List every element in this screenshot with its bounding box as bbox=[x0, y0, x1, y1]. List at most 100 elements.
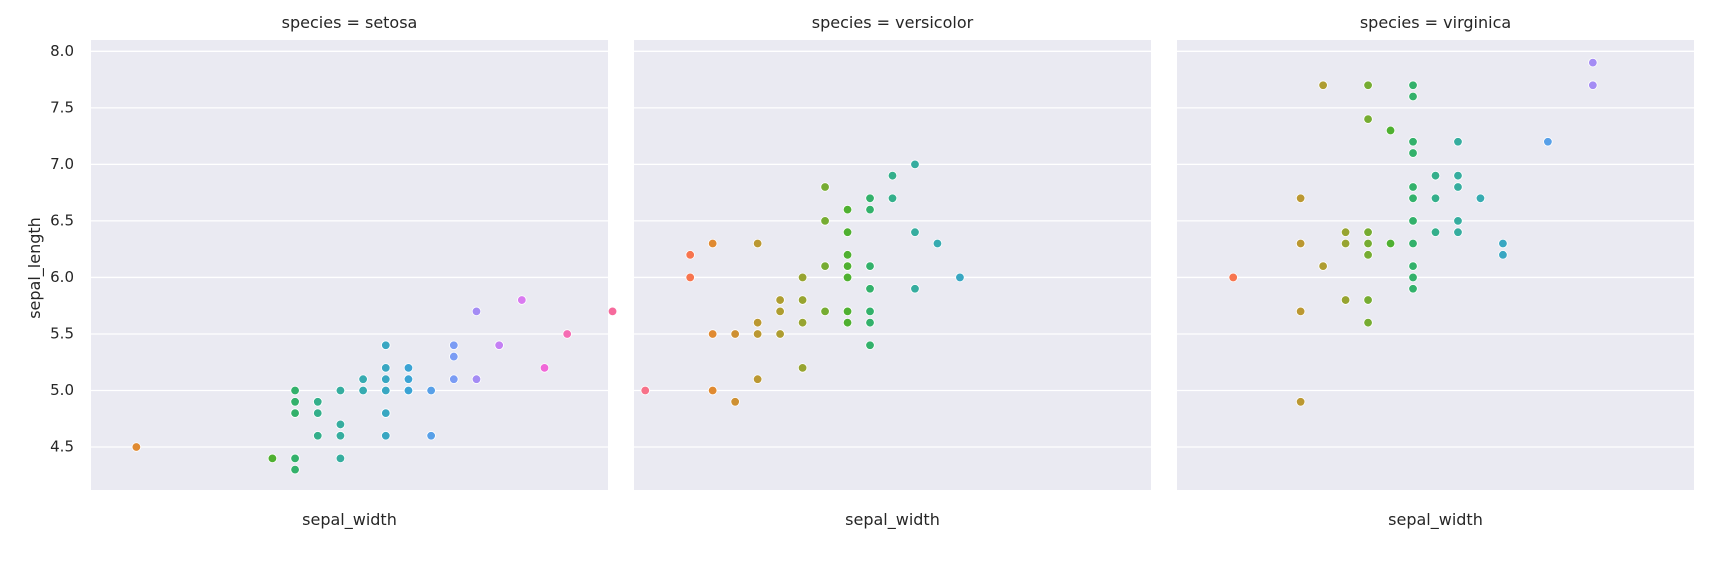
data-point bbox=[1340, 227, 1351, 237]
data-point bbox=[313, 397, 323, 407]
data-point bbox=[335, 431, 346, 441]
data-point bbox=[1363, 227, 1373, 237]
data-point bbox=[381, 340, 391, 350]
data-point bbox=[1408, 80, 1418, 90]
data-point bbox=[1408, 261, 1418, 271]
panel-virginica: species = virginica sepal_width bbox=[1177, 13, 1694, 530]
y-tick-label: 5.0 bbox=[50, 381, 74, 399]
y-tick-label: 8.0 bbox=[50, 42, 74, 60]
data-point bbox=[1363, 114, 1373, 124]
data-point bbox=[403, 374, 414, 384]
data-point bbox=[820, 216, 830, 226]
data-point bbox=[290, 408, 300, 418]
data-point bbox=[1453, 137, 1463, 147]
data-point bbox=[1498, 238, 1508, 249]
y-tick-labels: 4.5 5.0 5.5 6.0 6.5 7.0 7.5 8.0 bbox=[50, 42, 74, 456]
panel-setosa: species = setosa sepal_width bbox=[91, 13, 618, 530]
data-point bbox=[707, 238, 718, 249]
data-point bbox=[1295, 306, 1306, 317]
data-point bbox=[910, 227, 920, 237]
data-point bbox=[358, 385, 368, 396]
data-point bbox=[865, 261, 875, 271]
data-point bbox=[842, 272, 853, 283]
data-point bbox=[290, 464, 300, 475]
data-point bbox=[1453, 182, 1463, 192]
data-point bbox=[797, 272, 808, 283]
data-point bbox=[1363, 238, 1373, 249]
data-point bbox=[471, 374, 482, 384]
gridlines bbox=[1177, 50, 1694, 448]
data-point bbox=[707, 329, 718, 339]
data-point bbox=[797, 317, 808, 328]
data-point bbox=[730, 397, 740, 407]
data-point bbox=[1228, 272, 1238, 283]
data-point bbox=[335, 419, 346, 430]
points bbox=[131, 295, 618, 475]
panel-title: species = setosa bbox=[282, 13, 418, 32]
data-point bbox=[1295, 397, 1306, 407]
data-point bbox=[752, 317, 763, 328]
data-point bbox=[955, 272, 965, 283]
data-point bbox=[1408, 91, 1418, 102]
y-tick-label: 7.5 bbox=[50, 98, 74, 116]
data-point bbox=[842, 204, 853, 215]
data-point bbox=[820, 306, 830, 317]
data-point bbox=[842, 227, 853, 237]
data-point bbox=[381, 408, 391, 418]
data-point bbox=[865, 193, 875, 203]
data-point bbox=[865, 204, 875, 215]
data-point bbox=[1453, 227, 1463, 237]
data-point bbox=[1430, 193, 1441, 203]
data-point bbox=[887, 193, 898, 203]
panel-background bbox=[634, 40, 1151, 490]
data-point bbox=[562, 329, 572, 339]
data-point bbox=[131, 442, 142, 452]
data-point bbox=[1363, 250, 1373, 260]
data-point bbox=[290, 453, 300, 464]
data-point bbox=[752, 374, 763, 384]
data-point bbox=[1408, 238, 1418, 249]
data-point bbox=[910, 159, 920, 170]
data-point bbox=[1408, 137, 1418, 147]
data-point bbox=[426, 431, 436, 441]
data-point bbox=[775, 306, 785, 317]
data-point bbox=[752, 238, 763, 249]
y-tick-label: 6.0 bbox=[50, 268, 74, 286]
data-point bbox=[1408, 272, 1418, 283]
panel-background bbox=[1177, 40, 1694, 490]
data-point bbox=[1340, 238, 1351, 249]
data-point bbox=[1363, 295, 1373, 305]
data-point bbox=[1475, 193, 1486, 203]
panel-versicolor: species = versicolor sepal_width bbox=[634, 13, 1151, 530]
data-point bbox=[1588, 80, 1598, 90]
y-tick-label: 4.5 bbox=[50, 438, 74, 456]
data-point bbox=[797, 295, 808, 305]
panel-title: species = virginica bbox=[1360, 13, 1511, 32]
data-point bbox=[1543, 137, 1553, 147]
data-point bbox=[539, 363, 550, 373]
data-point bbox=[1430, 170, 1441, 181]
data-point bbox=[449, 374, 459, 384]
data-point bbox=[1408, 216, 1418, 226]
data-point bbox=[290, 385, 300, 396]
data-point bbox=[1408, 193, 1418, 203]
data-point bbox=[865, 317, 875, 328]
data-point bbox=[381, 374, 391, 384]
data-point bbox=[449, 351, 459, 362]
x-axis-label: sepal_width bbox=[302, 510, 397, 530]
data-point bbox=[932, 238, 943, 249]
data-point bbox=[730, 329, 740, 339]
data-point bbox=[1295, 238, 1306, 249]
data-point bbox=[607, 306, 618, 317]
data-point bbox=[1453, 216, 1463, 226]
x-axis-label: sepal_width bbox=[845, 510, 940, 530]
data-point bbox=[403, 385, 414, 396]
data-point bbox=[1430, 227, 1441, 237]
data-point bbox=[449, 340, 459, 350]
data-point bbox=[842, 261, 853, 271]
data-point bbox=[1408, 284, 1418, 294]
points bbox=[1228, 57, 1598, 407]
data-point bbox=[820, 182, 830, 192]
data-point bbox=[775, 295, 785, 305]
